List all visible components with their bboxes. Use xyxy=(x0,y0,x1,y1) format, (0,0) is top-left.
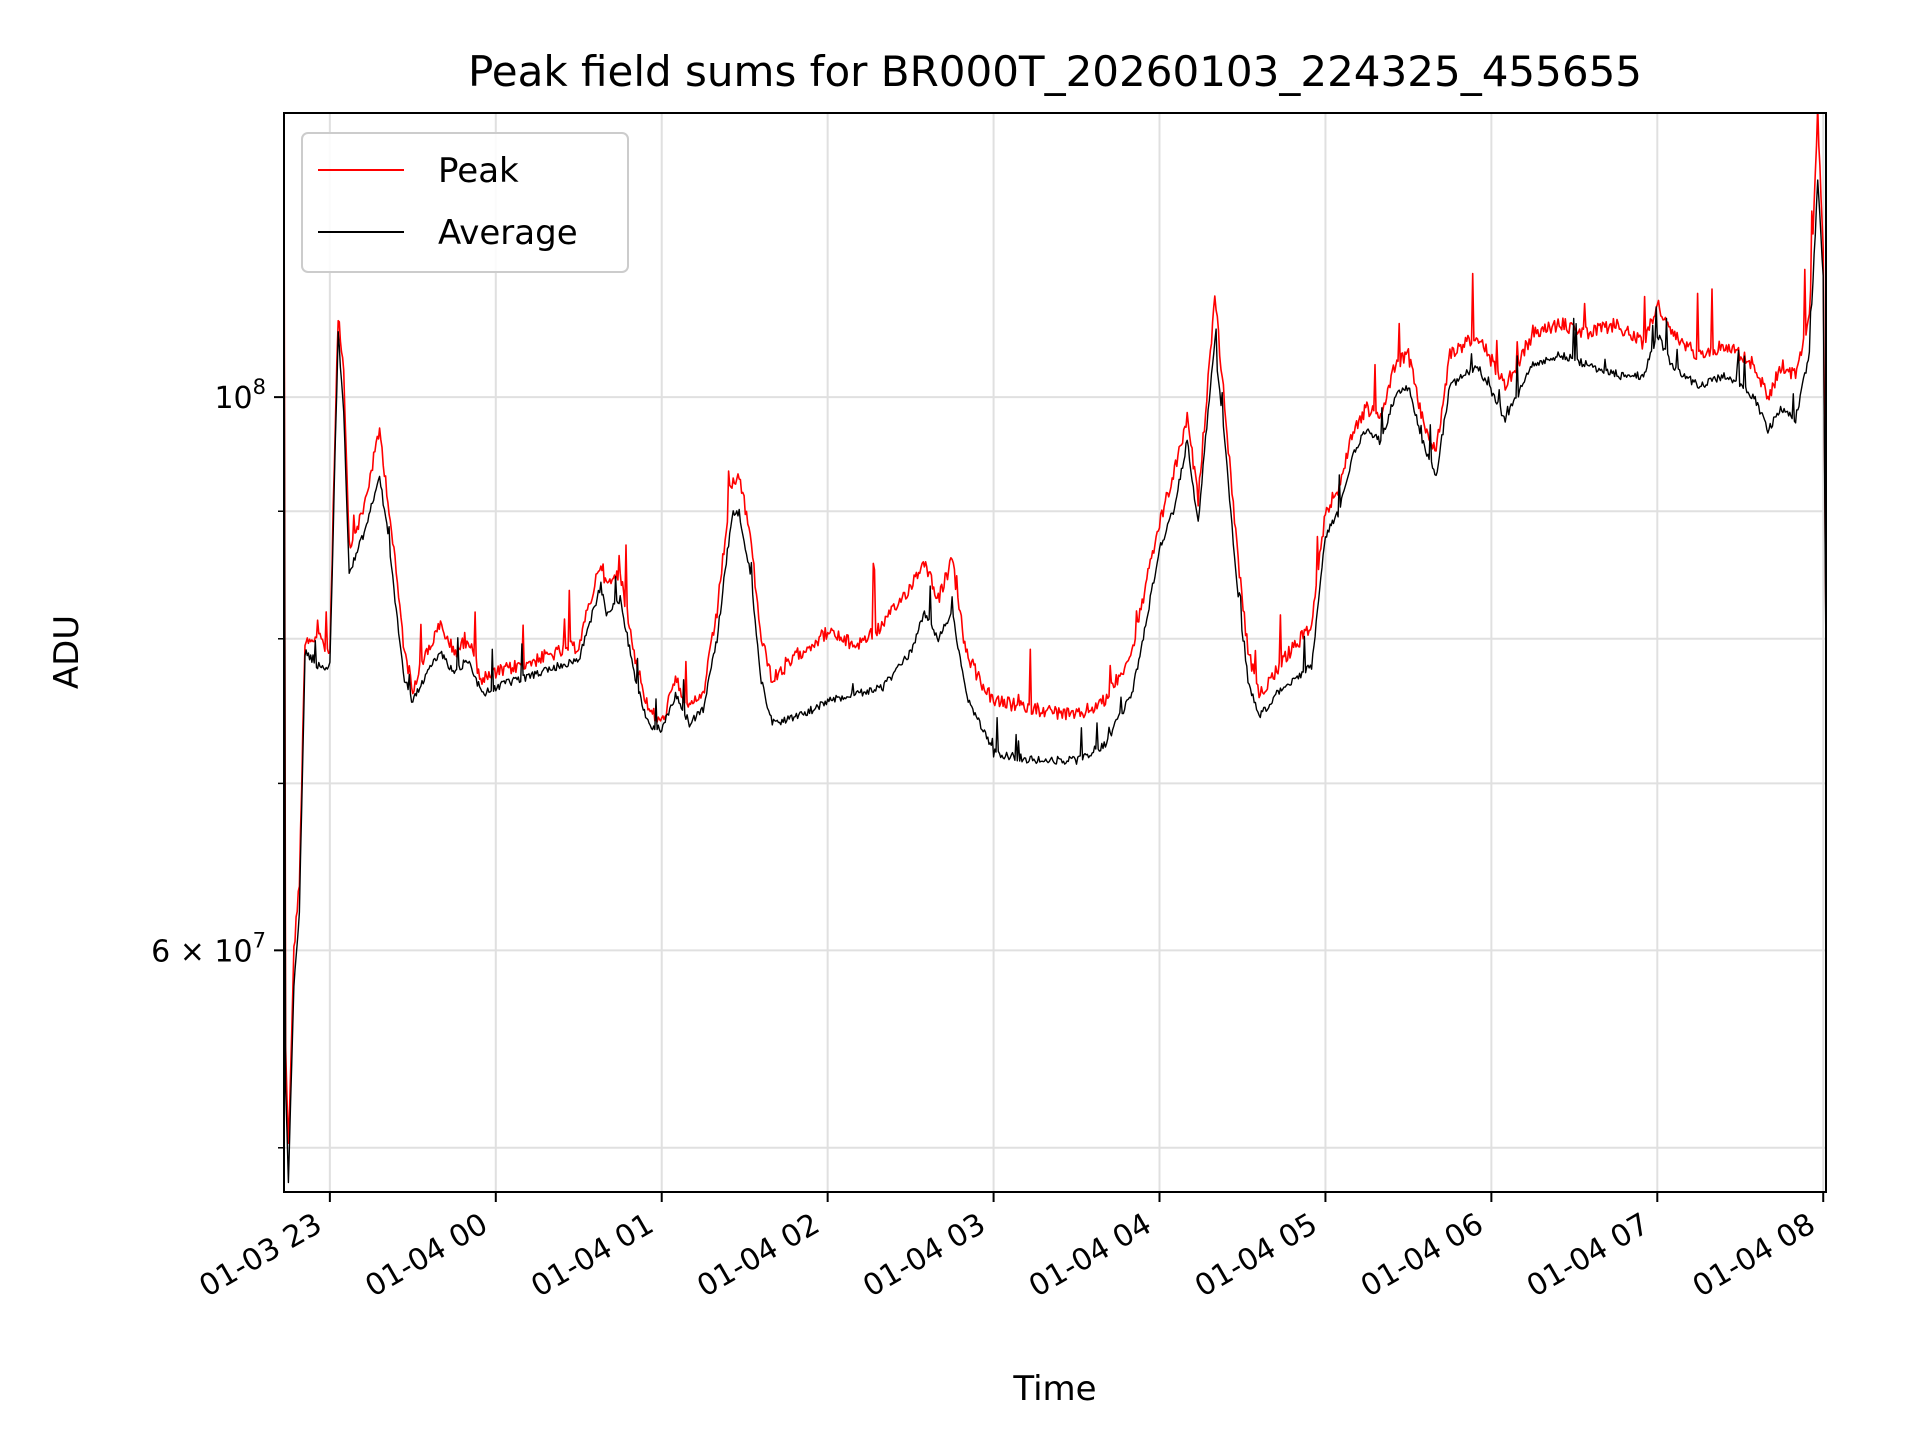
axes-frame xyxy=(283,112,1827,1193)
grid xyxy=(284,113,1826,1192)
series-line-peak xyxy=(284,113,1826,1144)
x-axis-label: Time xyxy=(1012,1369,1096,1409)
y-tick-label-exponent: 8 xyxy=(253,375,266,399)
y-tick-label-base: 10 xyxy=(214,381,252,416)
series-line-average xyxy=(284,179,1826,1184)
y-tick-label-exponent: 7 xyxy=(253,928,266,952)
y-axis-label: ADU xyxy=(47,615,87,689)
legend: Peak Average xyxy=(301,132,629,273)
chart-title: Peak field sums for BR000T_20260103_2243… xyxy=(468,47,1642,96)
legend-box xyxy=(301,132,629,273)
legend-label-peak: Peak xyxy=(438,151,519,191)
legend-label-average: Average xyxy=(438,213,578,253)
plot-area xyxy=(284,113,1826,1184)
y-tick-label-base: 6 × 10 xyxy=(151,934,252,969)
y-tick-label: 6 × 107 xyxy=(151,928,266,969)
y-tick-label: 108 xyxy=(214,375,266,416)
